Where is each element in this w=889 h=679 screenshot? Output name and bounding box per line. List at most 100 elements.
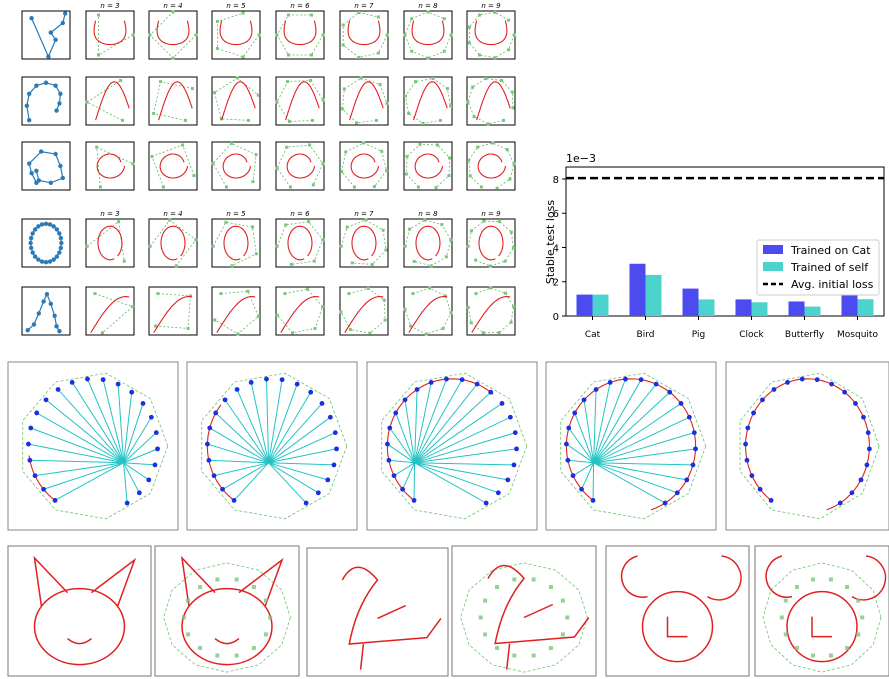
control-point — [484, 77, 488, 81]
target-point — [684, 477, 690, 483]
control-point — [378, 83, 382, 87]
control-point — [341, 43, 345, 47]
control-point — [321, 162, 325, 166]
target-point — [849, 490, 855, 496]
control-point — [119, 79, 123, 83]
target-point — [393, 410, 399, 416]
match-line — [567, 459, 594, 464]
target-point — [744, 457, 750, 463]
control-point — [186, 326, 190, 330]
n-label: n = 6 — [290, 210, 310, 218]
control-point — [442, 49, 446, 53]
fitted-curve — [344, 296, 384, 333]
blue-sketch-point — [60, 175, 65, 181]
control-polygon — [86, 80, 123, 121]
control-point — [192, 174, 196, 178]
control-point — [268, 615, 273, 620]
progress-panel — [545, 361, 717, 531]
control-point — [283, 292, 287, 296]
match-line — [393, 462, 415, 477]
blue-sketch-point — [47, 222, 53, 227]
target-point — [386, 457, 392, 463]
control-point — [321, 98, 325, 102]
control-point — [845, 645, 850, 650]
control-point — [275, 313, 279, 317]
control-polygon — [151, 144, 195, 188]
control-point — [376, 51, 380, 55]
x-tick-label: Cat — [585, 330, 601, 340]
control-point — [198, 585, 203, 590]
y-tick-label: 8 — [553, 175, 559, 186]
control-point — [449, 238, 453, 242]
control-point — [313, 326, 317, 330]
control-point — [122, 259, 126, 263]
grid-cell-frame — [148, 10, 198, 60]
match-line — [583, 399, 595, 463]
sketch-stroke — [620, 555, 742, 663]
target-point — [231, 497, 237, 503]
match-line — [265, 379, 270, 463]
fitted-curve — [411, 20, 445, 46]
sketch-stroke — [487, 564, 590, 670]
control-point — [407, 111, 411, 115]
blue-sketch-point — [48, 301, 53, 306]
match-line — [414, 432, 516, 464]
control-point — [403, 307, 407, 311]
bar-cat-bird — [629, 263, 646, 316]
control-point — [357, 11, 361, 15]
fitted-curve — [158, 81, 193, 121]
control-point — [286, 80, 290, 84]
target-point — [34, 410, 40, 416]
y-scale-label: 1e−3 — [566, 152, 596, 165]
control-point — [468, 174, 472, 178]
control-point — [421, 122, 425, 126]
match-line — [123, 448, 158, 464]
control-point — [431, 76, 435, 80]
control-point — [434, 186, 438, 190]
fitted-curve — [219, 20, 253, 46]
legend: Trained on Cat Trained of self Avg. init… — [756, 239, 880, 296]
match-line — [593, 416, 690, 464]
control-polygon — [404, 287, 452, 335]
target-point — [514, 446, 519, 452]
control-polygon — [468, 11, 515, 59]
blue-sketch-point — [58, 91, 63, 97]
match-line — [236, 389, 270, 463]
blue-sketch-point — [32, 227, 38, 232]
control-point — [548, 585, 553, 590]
control-point — [234, 577, 239, 582]
match-line — [224, 399, 270, 464]
target-point — [248, 379, 254, 385]
match-line — [414, 389, 418, 463]
match-line — [593, 378, 626, 463]
fitted-curve — [286, 153, 315, 179]
control-point — [344, 150, 348, 154]
fitted-curve — [90, 296, 130, 333]
target-point — [590, 497, 596, 503]
match-line — [388, 459, 415, 464]
target-point — [294, 381, 300, 387]
control-polygon — [22, 372, 169, 520]
target-point — [205, 441, 210, 447]
match-line — [268, 462, 328, 481]
match-line — [593, 382, 611, 463]
match-line — [268, 448, 337, 464]
target-point — [566, 425, 572, 431]
control-point — [466, 100, 470, 104]
target-point — [745, 425, 751, 431]
match-line — [123, 392, 133, 463]
control-point — [229, 141, 233, 145]
control-point — [509, 320, 513, 324]
blue-sketch-point — [30, 231, 35, 236]
target-point — [507, 414, 513, 420]
sketch-frame — [7, 545, 152, 677]
control-point — [449, 33, 453, 37]
bar-self-mosquito — [857, 299, 874, 316]
control-point — [257, 33, 261, 37]
control-point — [783, 598, 788, 603]
control-point — [467, 41, 471, 45]
control-point — [345, 225, 349, 229]
control-point — [211, 161, 215, 165]
match-line — [29, 459, 124, 464]
bar-cat-cat — [576, 294, 593, 316]
